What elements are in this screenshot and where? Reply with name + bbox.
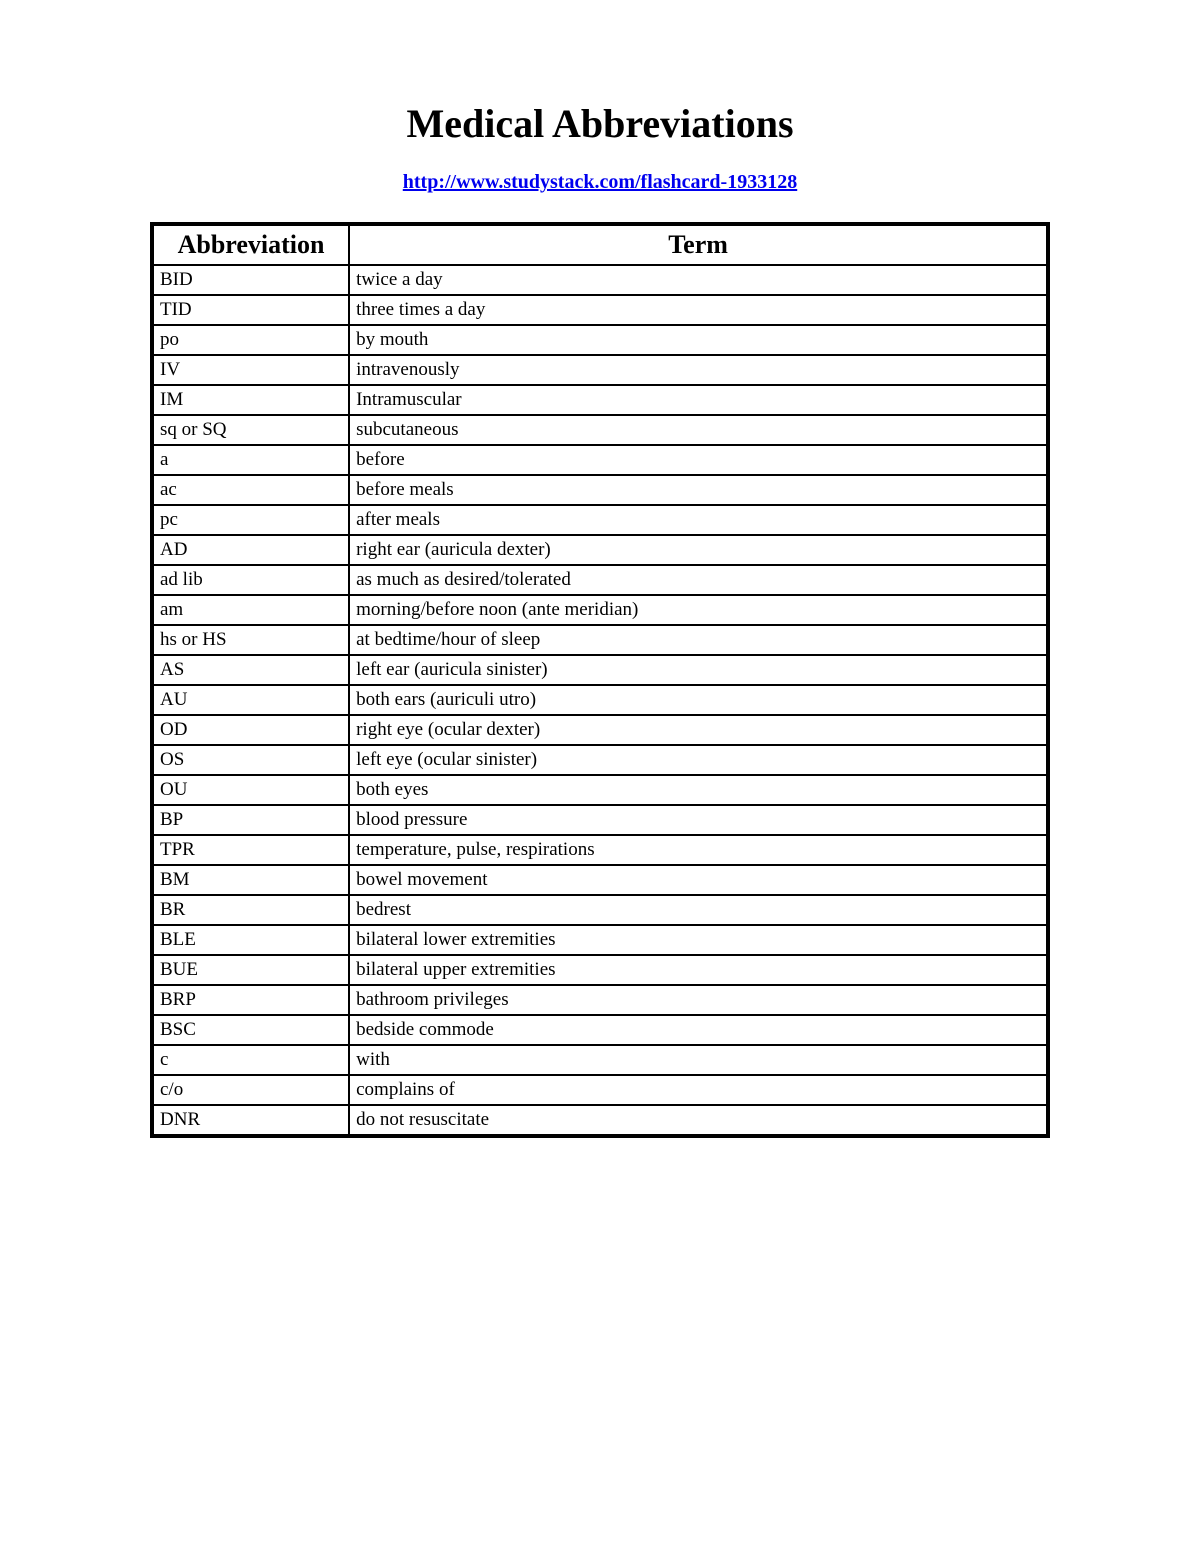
abbreviation-cell: AS <box>152 655 349 685</box>
abbreviation-cell: pc <box>152 505 349 535</box>
abbreviation-cell: BUE <box>152 955 349 985</box>
abbreviation-cell: ac <box>152 475 349 505</box>
table-row: sq or SQsubcutaneous <box>152 415 1048 445</box>
table-row: DNRdo not resuscitate <box>152 1105 1048 1136</box>
abbreviation-cell: IV <box>152 355 349 385</box>
table-header-row: Abbreviation Term <box>152 224 1048 265</box>
table-row: BRPbathroom privileges <box>152 985 1048 1015</box>
term-cell: bowel movement <box>349 865 1048 895</box>
table-row: BMbowel movement <box>152 865 1048 895</box>
abbreviation-cell: BR <box>152 895 349 925</box>
term-cell: left eye (ocular sinister) <box>349 745 1048 775</box>
table-row: BLEbilateral lower extremities <box>152 925 1048 955</box>
term-cell: with <box>349 1045 1048 1075</box>
table-row: BPblood pressure <box>152 805 1048 835</box>
term-cell: right ear (auricula dexter) <box>349 535 1048 565</box>
abbreviation-cell: sq or SQ <box>152 415 349 445</box>
table-row: BIDtwice a day <box>152 265 1048 295</box>
table-row: TPRtemperature, pulse, respirations <box>152 835 1048 865</box>
abbreviation-cell: AU <box>152 685 349 715</box>
term-cell: bilateral upper extremities <box>349 955 1048 985</box>
term-cell: after meals <box>349 505 1048 535</box>
term-cell: subcutaneous <box>349 415 1048 445</box>
abbreviation-cell: c/o <box>152 1075 349 1105</box>
term-cell: bilateral lower extremities <box>349 925 1048 955</box>
abbreviation-cell: BM <box>152 865 349 895</box>
table-row: cwith <box>152 1045 1048 1075</box>
abbreviation-cell: IM <box>152 385 349 415</box>
abbreviations-table: Abbreviation Term BIDtwice a dayTIDthree… <box>150 222 1050 1138</box>
abbreviation-cell: OD <box>152 715 349 745</box>
term-cell: blood pressure <box>349 805 1048 835</box>
term-cell: bedside commode <box>349 1015 1048 1045</box>
column-header-abbreviation: Abbreviation <box>152 224 349 265</box>
abbreviation-cell: AD <box>152 535 349 565</box>
term-cell: three times a day <box>349 295 1048 325</box>
abbreviation-cell: BID <box>152 265 349 295</box>
abbreviation-cell: a <box>152 445 349 475</box>
term-cell: right eye (ocular dexter) <box>349 715 1048 745</box>
term-cell: as much as desired/tolerated <box>349 565 1048 595</box>
table-row: IVintravenously <box>152 355 1048 385</box>
abbreviation-cell: OS <box>152 745 349 775</box>
term-cell: at bedtime/hour of sleep <box>349 625 1048 655</box>
table-row: poby mouth <box>152 325 1048 355</box>
abbreviation-cell: po <box>152 325 349 355</box>
term-cell: twice a day <box>349 265 1048 295</box>
abbreviation-cell: DNR <box>152 1105 349 1136</box>
term-cell: before <box>349 445 1048 475</box>
term-cell: do not resuscitate <box>349 1105 1048 1136</box>
term-cell: bedrest <box>349 895 1048 925</box>
abbreviation-cell: TID <box>152 295 349 325</box>
term-cell: both ears (auriculi utro) <box>349 685 1048 715</box>
term-cell: before meals <box>349 475 1048 505</box>
term-cell: Intramuscular <box>349 385 1048 415</box>
table-row: abefore <box>152 445 1048 475</box>
table-row: pcafter meals <box>152 505 1048 535</box>
abbreviation-cell: BSC <box>152 1015 349 1045</box>
table-row: OSleft eye (ocular sinister) <box>152 745 1048 775</box>
term-cell: complains of <box>349 1075 1048 1105</box>
table-row: AUboth ears (auriculi utro) <box>152 685 1048 715</box>
table-row: acbefore meals <box>152 475 1048 505</box>
table-row: IMIntramuscular <box>152 385 1048 415</box>
term-cell: by mouth <box>349 325 1048 355</box>
table-row: ADright ear (auricula dexter) <box>152 535 1048 565</box>
term-cell: left ear (auricula sinister) <box>349 655 1048 685</box>
abbreviation-cell: BP <box>152 805 349 835</box>
source-link[interactable]: http://www.studystack.com/flashcard-1933… <box>150 171 1050 194</box>
abbreviation-cell: BRP <box>152 985 349 1015</box>
abbreviation-cell: c <box>152 1045 349 1075</box>
abbreviation-cell: ad lib <box>152 565 349 595</box>
table-row: TIDthree times a day <box>152 295 1048 325</box>
term-cell: morning/before noon (ante meridian) <box>349 595 1048 625</box>
term-cell: temperature, pulse, respirations <box>349 835 1048 865</box>
table-row: c/ocomplains of <box>152 1075 1048 1105</box>
page-title: Medical Abbreviations <box>150 100 1050 147</box>
abbreviation-cell: BLE <box>152 925 349 955</box>
column-header-term: Term <box>349 224 1048 265</box>
table-row: ad libas much as desired/tolerated <box>152 565 1048 595</box>
table-row: ASleft ear (auricula sinister) <box>152 655 1048 685</box>
abbreviation-cell: TPR <box>152 835 349 865</box>
table-row: OUboth eyes <box>152 775 1048 805</box>
table-row: ODright eye (ocular dexter) <box>152 715 1048 745</box>
term-cell: bathroom privileges <box>349 985 1048 1015</box>
abbreviation-cell: am <box>152 595 349 625</box>
table-row: BSCbedside commode <box>152 1015 1048 1045</box>
abbreviation-cell: OU <box>152 775 349 805</box>
table-row: ammorning/before noon (ante meridian) <box>152 595 1048 625</box>
table-row: hs or HSat bedtime/hour of sleep <box>152 625 1048 655</box>
term-cell: both eyes <box>349 775 1048 805</box>
table-row: BRbedrest <box>152 895 1048 925</box>
table-row: BUEbilateral upper extremities <box>152 955 1048 985</box>
term-cell: intravenously <box>349 355 1048 385</box>
abbreviation-cell: hs or HS <box>152 625 349 655</box>
